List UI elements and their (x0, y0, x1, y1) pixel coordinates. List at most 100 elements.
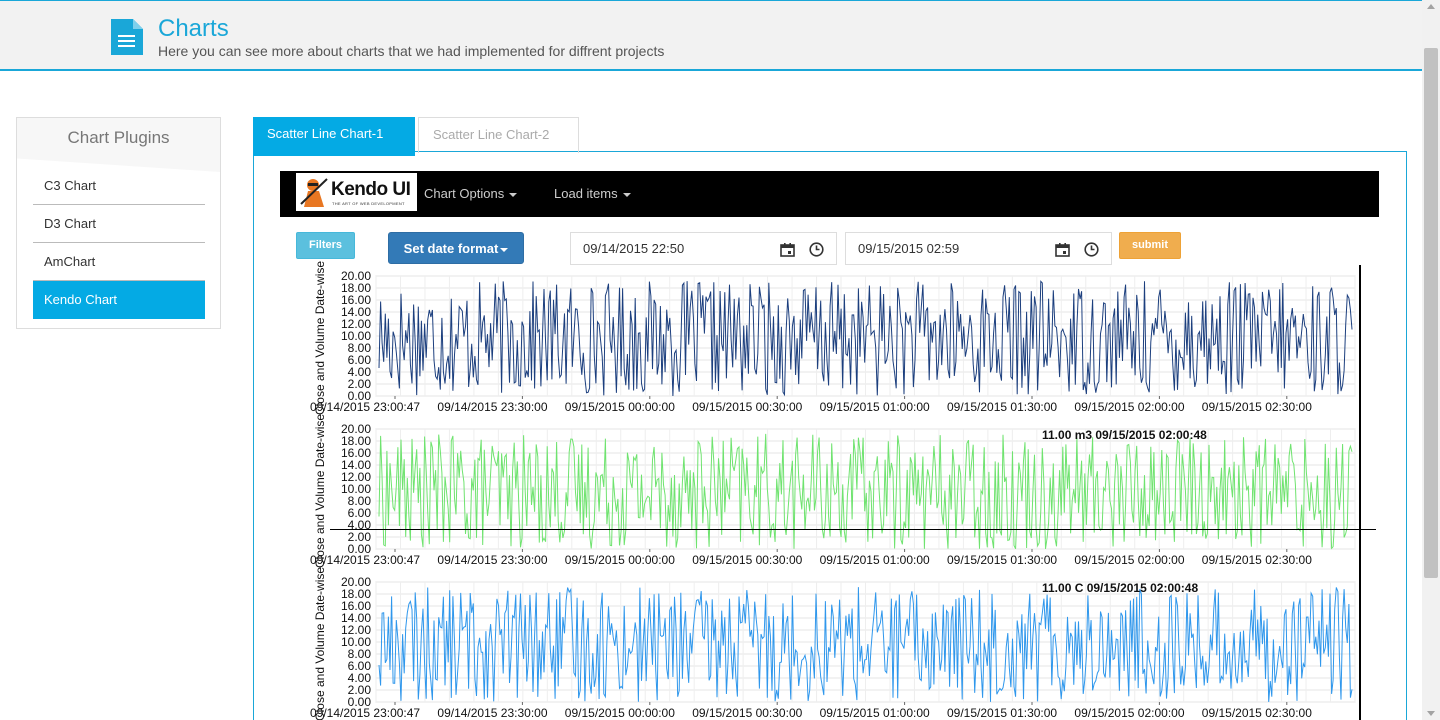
y-tick-label: 14.00 (341, 611, 371, 625)
x-tick-label: 09/15/2015 02:30:00 (1202, 400, 1312, 414)
scroll-down-icon[interactable] (1427, 711, 1435, 716)
y-tick-label: 16.00 (341, 599, 371, 613)
y-tick-label: 10.00 (341, 635, 371, 649)
y-tick-label: 18.00 (341, 434, 371, 448)
series-line (378, 280, 1353, 397)
x-tick-label: 09/15/2015 00:30:00 (692, 400, 802, 414)
sidebar-heading: Chart Plugins (17, 118, 220, 172)
x-tick-label: 09/15/2015 01:30:00 (947, 553, 1057, 567)
sidebar-item-kendo-chart[interactable]: Kendo Chart (33, 281, 205, 319)
kendo-logo[interactable]: Kendo UI THE ART OF WEB DEVELOPMENT (296, 173, 417, 211)
set-date-format-button[interactable]: Set date format (388, 232, 524, 264)
set-date-format-label: Set date format (403, 241, 499, 256)
kendo-navbar: Kendo UI THE ART OF WEB DEVELOPMENT Char… (280, 171, 1379, 217)
x-tick-label: 09/15/2015 02:00:00 (1074, 706, 1184, 720)
chevron-down-icon (622, 192, 631, 197)
calendar-icon[interactable] (1055, 242, 1070, 257)
y-tick-label: 18.00 (341, 587, 371, 601)
y-tick-label: 6.00 (348, 659, 372, 673)
crosshair-horizontal (330, 529, 1376, 530)
tooltip-label: 11.00 m3 09/15/2015 02:00:48 (1042, 428, 1207, 442)
x-tick-label: 09/15/2015 01:30:00 (947, 706, 1057, 720)
chart-svg: 20.0018.0016.0014.0012.0010.008.006.004.… (310, 261, 1356, 415)
sidebar-item-d3-chart[interactable]: D3 Chart (33, 205, 205, 243)
y-tick-label: 2.00 (348, 683, 372, 697)
ninja-icon (300, 178, 328, 207)
y-tick-label: 0.00 (348, 542, 372, 556)
x-tick-label: 09/15/2015 00:00:00 (565, 706, 675, 720)
tab-scatter-line-chart-1[interactable]: Scatter Line Chart-1 (253, 117, 415, 156)
chart-plugins-sidebar: Chart Plugins C3 Chart D3 Chart AmChart … (16, 117, 221, 329)
x-tick-label: 09/14/2015 23:30:00 (437, 706, 547, 720)
clock-icon[interactable] (809, 242, 824, 257)
y-tick-label: 12.00 (341, 623, 371, 637)
y-axis-label: Close and Volume Date-wise (313, 567, 327, 720)
x-tick-label: 09/15/2015 00:00:00 (565, 400, 675, 414)
scroll-up-icon[interactable] (1427, 4, 1435, 9)
y-tick-label: 8.00 (348, 494, 372, 508)
chevron-down-icon (500, 247, 509, 252)
x-tick-label: 09/14/2015 23:30:00 (437, 400, 547, 414)
y-tick-label: 16.00 (341, 446, 371, 460)
chart-svg: 20.0018.0016.0014.0012.0010.008.006.004.… (310, 414, 1356, 568)
page-header: Charts Here you can see more about chart… (0, 0, 1422, 71)
load-items-menu[interactable]: Load items (554, 186, 631, 201)
filters-button[interactable]: Filters (296, 232, 355, 259)
x-tick-label: 09/15/2015 00:30:00 (692, 706, 802, 720)
sidebar-item-c3-chart[interactable]: C3 Chart (33, 167, 205, 205)
tab-scatter-line-chart-2[interactable]: Scatter Line Chart-2 (418, 117, 579, 153)
y-tick-label: 6.00 (348, 353, 372, 367)
chart-options-menu[interactable]: Chart Options (424, 186, 518, 201)
y-axis-label: Close and Volume Date-wise (313, 261, 327, 415)
y-tick-label: 14.00 (341, 305, 371, 319)
submit-button[interactable]: submit (1119, 232, 1181, 259)
start-date-field[interactable]: 09/14/2015 22:50 (570, 232, 837, 265)
end-date-value: 09/15/2015 02:59 (858, 241, 960, 256)
page-subtitle: Here you can see more about charts that … (158, 43, 665, 59)
x-tick-label: 09/15/2015 01:00:00 (820, 553, 930, 567)
y-tick-label: 6.00 (348, 506, 372, 520)
y-tick-label: 10.00 (341, 329, 371, 343)
kendo-tagline: THE ART OF WEB DEVELOPMENT (332, 201, 405, 206)
page-scrollbar[interactable] (1422, 0, 1440, 720)
y-tick-label: 8.00 (348, 341, 372, 355)
x-tick-label: 09/15/2015 02:30:00 (1202, 706, 1312, 720)
clock-icon[interactable] (1084, 242, 1099, 257)
page-title: Charts (158, 15, 229, 42)
y-tick-label: 16.00 (341, 293, 371, 307)
load-items-label: Load items (554, 186, 618, 201)
y-tick-label: 18.00 (341, 281, 371, 295)
crosshair-vertical (1359, 265, 1361, 720)
x-tick-label: 09/14/2015 23:00:47 (310, 553, 420, 567)
sidebar-heading-label: Chart Plugins (67, 128, 170, 147)
y-tick-label: 20.00 (341, 422, 371, 436)
x-tick-label: 09/15/2015 01:30:00 (947, 400, 1057, 414)
tooltip-label: 11.00 C 09/15/2015 02:00:48 (1042, 581, 1198, 595)
document-icon (111, 19, 143, 55)
y-tick-label: 10.00 (341, 482, 371, 496)
x-tick-label: 09/15/2015 01:00:00 (820, 400, 930, 414)
series-line (378, 433, 1353, 550)
x-tick-label: 09/15/2015 01:00:00 (820, 706, 930, 720)
y-tick-label: 20.00 (341, 575, 371, 589)
sidebar-item-amchart[interactable]: AmChart (33, 243, 205, 281)
y-tick-label: 14.00 (341, 458, 371, 472)
scrollbar-thumb[interactable] (1424, 48, 1438, 578)
chart-svg: 20.0018.0016.0014.0012.0010.008.006.004.… (310, 567, 1356, 720)
y-axis-label: Close and Volume Date-wise (313, 414, 327, 568)
y-tick-label: 2.00 (348, 377, 372, 391)
chart-options-label: Chart Options (424, 186, 505, 201)
y-tick-label: 8.00 (348, 647, 372, 661)
y-tick-label: 4.00 (348, 671, 372, 685)
x-tick-label: 09/15/2015 02:00:00 (1074, 553, 1184, 567)
chevron-down-icon (509, 192, 518, 197)
x-tick-label: 09/15/2015 02:00:00 (1074, 400, 1184, 414)
y-tick-label: 4.00 (348, 518, 372, 532)
start-date-value: 09/14/2015 22:50 (583, 241, 685, 256)
calendar-icon[interactable] (780, 242, 795, 257)
kendo-brand: Kendo UI (331, 179, 411, 200)
chart-close-volume-1: 20.00 18.00 16.00 14.00 12.00 10.00 8.00 6.00 4.… (290, 261, 1380, 416)
end-date-field[interactable]: 09/15/2015 02:59 (845, 232, 1112, 265)
y-tick-label: 12.00 (341, 317, 371, 331)
